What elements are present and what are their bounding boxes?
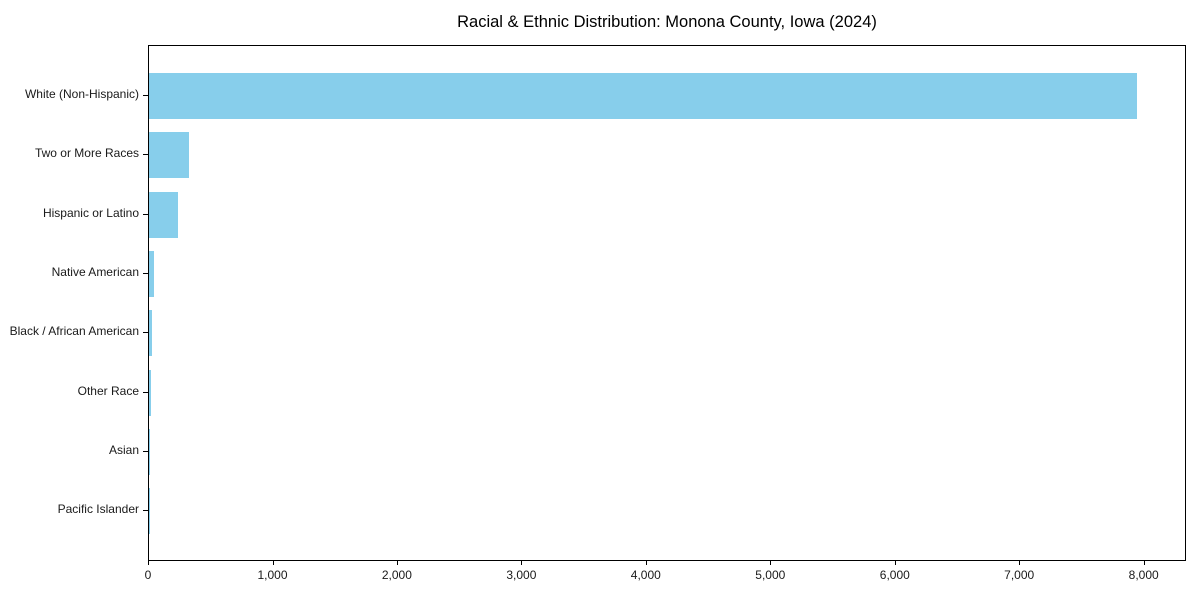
y-tick-mark: [143, 213, 148, 215]
y-tick-mark: [143, 391, 148, 393]
x-tick-label: 1,000: [257, 568, 288, 582]
y-tick-label: Native American: [51, 264, 139, 279]
bar-native-american: [149, 250, 154, 297]
x-tick-label: 0: [144, 568, 152, 582]
bar-white-non-hispanic: [149, 73, 1138, 119]
y-tick-label: Other Race: [77, 383, 139, 398]
y-tick-label: Black / African American: [9, 324, 139, 339]
y-tick-mark: [143, 272, 148, 274]
x-tick-mark: [521, 561, 523, 565]
x-tick-mark: [1143, 561, 1145, 565]
y-tick-mark: [143, 95, 148, 96]
y-tick-mark: [143, 510, 148, 512]
x-tick-label: 6,000: [879, 568, 910, 582]
bar-two-or-more-races: [149, 132, 189, 179]
y-tick-label: Asian: [108, 442, 139, 457]
y-tick-label: Hispanic or Latino: [42, 205, 139, 220]
y-tick-mark: [143, 332, 148, 334]
x-tick-label: 7,000: [1004, 568, 1035, 582]
y-tick-mark: [143, 450, 148, 452]
x-tick-mark: [770, 561, 772, 565]
x-tick-label: 3,000: [506, 568, 537, 582]
bar-other-race: [149, 369, 151, 416]
bar-black-african-american: [149, 310, 153, 357]
x-tick-mark: [894, 561, 896, 565]
x-tick-label: 4,000: [630, 568, 661, 582]
x-tick-mark: [272, 561, 274, 565]
y-tick-label: White (Non-Hispanic): [24, 87, 139, 101]
x-tick-mark: [396, 561, 398, 565]
x-tick-mark: [148, 561, 149, 565]
plot-area: [148, 45, 1186, 561]
bar-hispanic-or-latino: [149, 191, 178, 238]
bar-asian: [149, 428, 151, 475]
y-tick-label: Two or More Races: [34, 146, 139, 161]
x-tick-label: 5,000: [755, 568, 786, 582]
x-tick-label: 2,000: [381, 568, 412, 582]
x-tick-label: 8,000: [1128, 568, 1159, 582]
x-tick-mark: [1019, 561, 1021, 565]
y-tick-label: Pacific Islander: [57, 502, 139, 517]
chart-title: Racial & Ethnic Distribution: Monona Cou…: [457, 13, 877, 31]
x-tick-mark: [645, 561, 647, 565]
y-tick-mark: [143, 154, 148, 156]
